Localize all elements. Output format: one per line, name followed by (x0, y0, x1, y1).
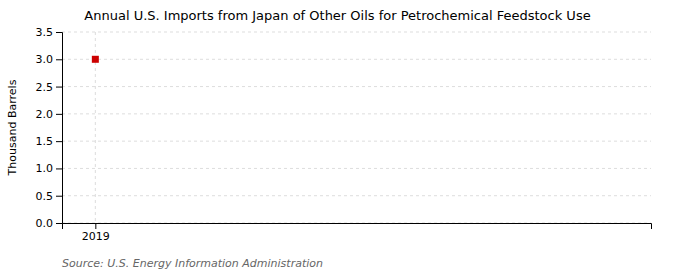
title: Annual U.S. Imports from Japan of Other … (84, 8, 590, 23)
tick-label: 2019 (82, 230, 110, 243)
axis-line (56, 33, 63, 224)
tick-label: 3.5 (36, 26, 54, 39)
grid-line (62, 141, 651, 142)
grid (62, 32, 651, 223)
point (92, 56, 99, 63)
tick-label: 2.5 (36, 81, 54, 94)
x-axis: 2019 (63, 223, 652, 243)
tick: 3.5 (36, 26, 63, 39)
tick-label: 3.0 (36, 53, 54, 66)
chart: 2019 0.0 0.5 1.0 1.5 2.0 2.5 3.0 3.5 Annual U.S. … (0, 0, 675, 275)
axis-line (63, 224, 652, 230)
tick-mark (56, 87, 62, 88)
tick-label: 2.0 (36, 108, 54, 121)
grid-line (62, 195, 651, 196)
marks (92, 56, 99, 63)
grid-line (62, 86, 651, 87)
tick-mark (56, 59, 62, 60)
tick-label: 0.5 (36, 190, 54, 203)
grid-line (62, 113, 651, 114)
tick: 0.0 (36, 217, 63, 230)
tick-mark (95, 223, 96, 229)
tick: 3.0 (36, 53, 63, 66)
y-axis: 0.0 0.5 1.0 1.5 2.0 2.5 3.0 3.5 (36, 26, 63, 230)
tick: 2.0 (36, 108, 63, 121)
tick: 2.5 (36, 81, 63, 94)
tick-mark (56, 114, 62, 115)
tick-mark (56, 196, 62, 197)
annotation: Source: U.S. Energy Information Administ… (62, 257, 323, 270)
plot-area: 2019 0.0 0.5 1.0 1.5 2.0 2.5 3.0 3.5 (36, 26, 652, 243)
tick-label: 1.5 (36, 135, 54, 148)
tick-mark (56, 223, 62, 224)
tick-mark (56, 168, 62, 169)
tick-mark (56, 141, 62, 142)
tick: 0.5 (36, 190, 63, 203)
tick-mark (56, 32, 62, 33)
tick: 1.5 (36, 135, 63, 148)
tick-label: 0.0 (36, 217, 54, 230)
tick: 2019 (82, 223, 110, 243)
grid-line (62, 168, 651, 169)
tick: 1.0 (36, 162, 63, 175)
tick-label: 1.0 (36, 162, 54, 175)
grid-line (62, 32, 651, 33)
y-axis-title: Thousand Barrels (6, 79, 19, 176)
grid-line (62, 59, 651, 60)
